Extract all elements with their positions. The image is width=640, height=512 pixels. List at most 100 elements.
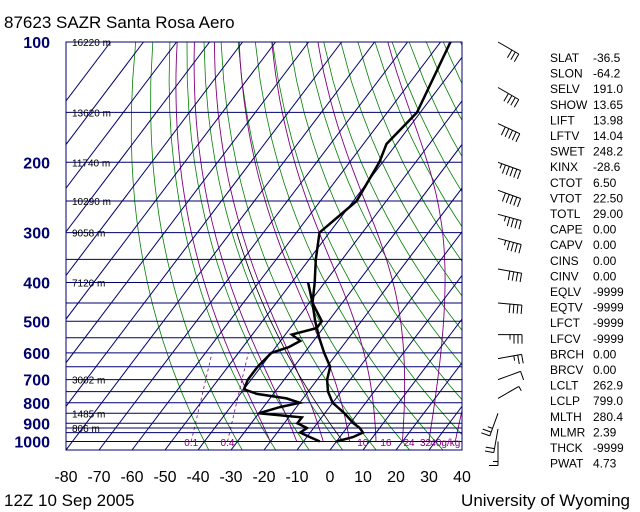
wind-barb bbox=[497, 353, 524, 365]
wind-barb bbox=[497, 87, 520, 108]
wind-barb-half-feather bbox=[487, 426, 493, 429]
index-key: CAPV bbox=[550, 238, 583, 252]
index-key: LCLT bbox=[550, 379, 579, 393]
pressure-tick-label: 700 bbox=[23, 373, 50, 390]
wind-barb bbox=[497, 237, 522, 254]
wind-barb bbox=[481, 413, 499, 437]
data-credit: University of Wyoming bbox=[461, 491, 630, 510]
index-key: CINV bbox=[550, 269, 579, 283]
pressure-tick-label: 300 bbox=[23, 226, 50, 243]
wind-barb-feather bbox=[518, 244, 522, 254]
index-value: 0.00 bbox=[593, 254, 617, 268]
height-label: 806 m bbox=[72, 424, 100, 435]
dry-adiabat-line bbox=[168, 42, 277, 450]
index-key: TOTL bbox=[550, 207, 581, 221]
index-key: EQLV bbox=[550, 285, 581, 299]
wind-barb-feather bbox=[517, 198, 522, 208]
isotherm-line bbox=[329, 274, 462, 450]
wind-barb-half-feather bbox=[503, 216, 507, 222]
wind-barb-staff bbox=[493, 428, 499, 453]
index-value: 799.0 bbox=[593, 394, 623, 408]
isotherm-line bbox=[66, 42, 144, 146]
isotherm-line bbox=[263, 187, 462, 450]
wind-barb bbox=[497, 370, 525, 381]
wind-barb-feather bbox=[481, 432, 490, 437]
index-value: -9999 bbox=[593, 316, 624, 330]
wind-barb-staff bbox=[497, 385, 520, 399]
height-label: 7120 m bbox=[72, 279, 105, 290]
height-label: 16220 m bbox=[72, 38, 111, 49]
stability-indices: SLAT -36.5 SLON -64.2 SELV 191.0 SHOW 13.65 LIFT… bbox=[550, 51, 624, 471]
wind-barb-feather bbox=[510, 51, 516, 61]
index-key: LFCV bbox=[550, 332, 581, 346]
index-value: -28.6 bbox=[593, 160, 621, 174]
dry-adiabat-line bbox=[340, 42, 462, 297]
parcel-trace bbox=[236, 232, 344, 442]
dry-adiabat-line bbox=[374, 42, 462, 228]
dry-adiabat-line bbox=[357, 42, 462, 263]
plot-area bbox=[66, 42, 462, 450]
wind-barb-feather bbox=[518, 220, 522, 230]
dewpoint-trace bbox=[242, 282, 324, 443]
isotherm-line bbox=[362, 318, 462, 450]
wind-barb-feather bbox=[503, 93, 509, 102]
wind-barb-feather bbox=[515, 272, 519, 282]
index-value: 0.00 bbox=[593, 347, 617, 361]
wind-barb-feather bbox=[501, 164, 506, 174]
mixing-ratio-label: 16 bbox=[380, 438, 392, 449]
mixing-ratio-label: 10 bbox=[357, 438, 369, 449]
isotherm-line bbox=[66, 42, 342, 408]
isotherm-line bbox=[66, 42, 375, 450]
wind-barb bbox=[497, 302, 523, 315]
wind-barb-feather bbox=[511, 131, 517, 141]
index-key: CINS bbox=[550, 254, 579, 268]
wind-barb-feather bbox=[482, 428, 492, 433]
dry-adiabat-line bbox=[272, 42, 462, 436]
wind-barb-feather bbox=[514, 219, 518, 229]
height-label: 11740 m bbox=[72, 158, 110, 169]
isotherms bbox=[66, 42, 462, 450]
dry-adiabat-line bbox=[203, 42, 344, 450]
moist-adiabat-line bbox=[454, 408, 462, 442]
height-label: 9058 m bbox=[72, 229, 105, 240]
index-key: LFTV bbox=[550, 129, 579, 143]
index-key: BRCV bbox=[550, 363, 583, 377]
wind-barb-feather bbox=[513, 53, 520, 63]
temperature-tick-label: -30 bbox=[219, 469, 242, 486]
dry-adiabat-line bbox=[220, 42, 377, 450]
wind-barb-half-feather bbox=[518, 386, 522, 392]
wind-barb-feather bbox=[504, 128, 510, 138]
wind-barb-feather bbox=[510, 242, 514, 252]
index-value: -9999 bbox=[593, 285, 624, 299]
wind-barb-feather bbox=[517, 170, 522, 180]
wind-barb bbox=[498, 334, 523, 344]
wind-barb-feather bbox=[485, 446, 495, 450]
wind-barb-feather bbox=[509, 167, 514, 177]
index-value: -9999 bbox=[593, 441, 624, 455]
index-value: 29.00 bbox=[593, 207, 623, 221]
index-key: LFCT bbox=[550, 316, 581, 330]
index-key: LIFT bbox=[550, 113, 575, 127]
isotherm-line bbox=[66, 42, 210, 233]
mixing-ratio-label: 0.4 bbox=[221, 438, 235, 449]
isotherm-line bbox=[66, 42, 111, 102]
wind-barb-feather bbox=[514, 243, 518, 253]
wind-barb-feather bbox=[513, 196, 518, 206]
index-key: SELV bbox=[550, 82, 580, 96]
wind-barb-half-feather bbox=[499, 163, 503, 169]
mixing-ratio-label: 24 bbox=[403, 438, 415, 449]
dry-adiabat-line bbox=[186, 42, 310, 450]
index-key: KINX bbox=[550, 160, 578, 174]
moist-adiabats bbox=[175, 42, 462, 442]
wind-barb-feather bbox=[505, 194, 510, 203]
isotherm-line bbox=[164, 56, 462, 450]
index-value: 13.98 bbox=[593, 113, 623, 127]
wind-barb-half-feather bbox=[503, 240, 507, 246]
index-value: 280.4 bbox=[593, 410, 623, 424]
height-label: 3002 m bbox=[72, 376, 105, 387]
dry-adiabat-line bbox=[130, 42, 210, 450]
wind-barb bbox=[497, 268, 523, 283]
index-value: 6.50 bbox=[593, 176, 617, 190]
wind-barb-feather bbox=[513, 99, 520, 108]
pressure-tick-label: 100 bbox=[23, 35, 50, 52]
